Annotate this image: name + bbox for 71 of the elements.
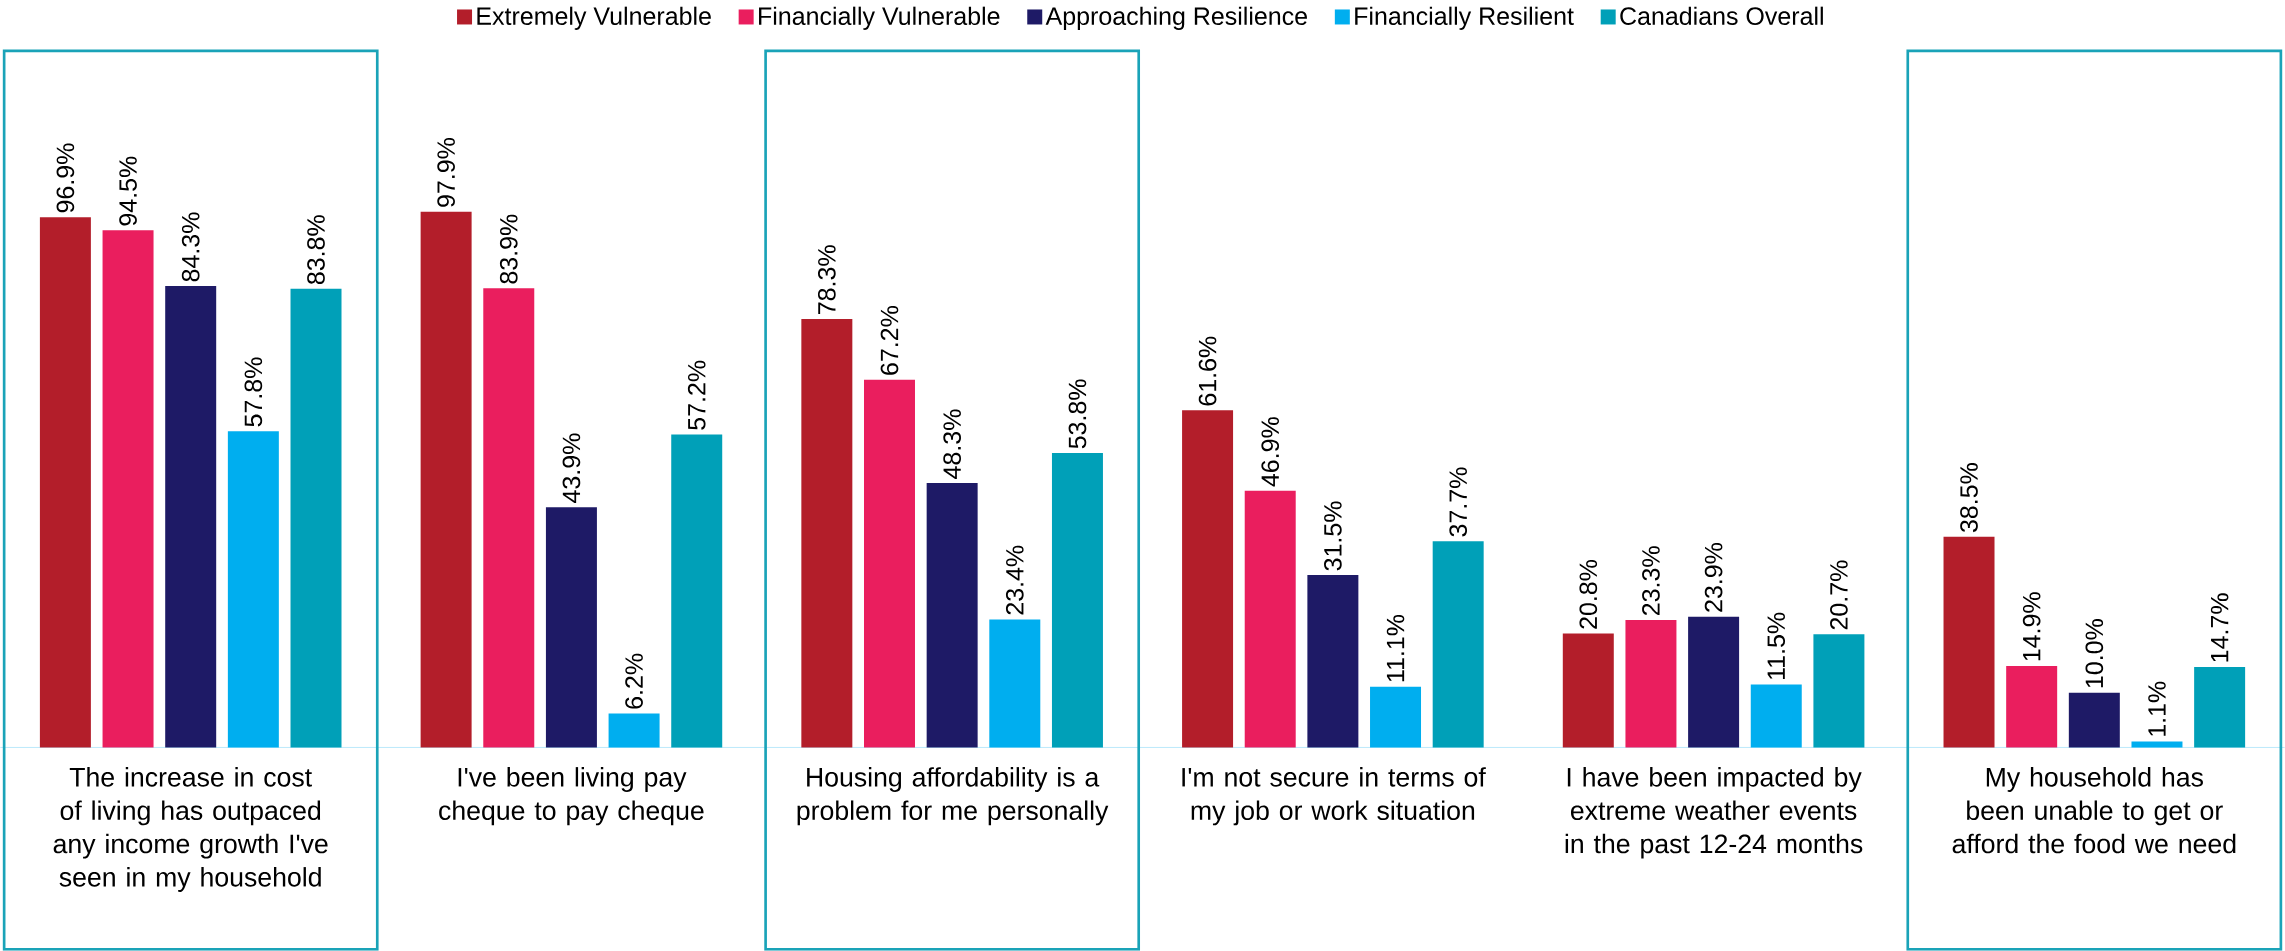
data-label: 38.5% bbox=[1960, 463, 1978, 533]
bar bbox=[671, 434, 723, 748]
bar bbox=[1307, 575, 1359, 748]
data-label: 83.8% bbox=[307, 215, 325, 285]
data-label: 94.5% bbox=[119, 156, 137, 226]
data-label: 48.3% bbox=[943, 409, 961, 479]
data-label: 31.5% bbox=[1324, 501, 1342, 571]
bar bbox=[989, 619, 1041, 748]
data-label: 20.8% bbox=[1579, 560, 1598, 629]
data-label: 43.9% bbox=[562, 433, 581, 504]
x-tick-label: I've been living pay cheque to pay cheque bbox=[439, 767, 704, 826]
bar bbox=[420, 211, 472, 748]
bar bbox=[2131, 741, 2183, 748]
data-label: 57.8% bbox=[244, 357, 263, 427]
data-label: 57.2% bbox=[687, 360, 706, 430]
data-label: 78.3% bbox=[817, 245, 836, 315]
x-tick-label: My household has been unable to get or afford the food we need bbox=[1952, 767, 2236, 854]
data-label: 11.5% bbox=[1767, 612, 1786, 680]
data-label: 6.2% bbox=[625, 653, 643, 709]
bar bbox=[165, 286, 217, 748]
x-tick-label: The increase in cost of living has outpaced any income growth I've seen in my household bbox=[53, 767, 328, 893]
data-label: 10.0% bbox=[2085, 619, 2104, 688]
legend-label: Extremely Vulnerable bbox=[477, 6, 711, 31]
x-tick-label: I'm not secure in terms of my job or work situation bbox=[1182, 767, 1486, 826]
bar bbox=[1943, 536, 1995, 748]
data-label: 1.1% bbox=[2148, 681, 2166, 736]
data-label: 37.7% bbox=[1449, 467, 1468, 537]
bar bbox=[227, 431, 279, 748]
bar bbox=[864, 379, 915, 748]
bar bbox=[801, 319, 853, 748]
legend-label: Financially Resilient bbox=[1355, 6, 1574, 31]
bar bbox=[1370, 686, 1422, 748]
bar bbox=[1432, 541, 1484, 748]
bar bbox=[1813, 634, 1865, 748]
data-label: 14.9% bbox=[2022, 592, 2041, 661]
bar bbox=[1688, 616, 1740, 748]
data-label: 83.9% bbox=[499, 214, 518, 284]
bar bbox=[290, 288, 342, 748]
legend-label: Approaching Resilience bbox=[1045, 6, 1307, 31]
data-label: 84.3% bbox=[181, 212, 200, 282]
bar bbox=[2068, 692, 2120, 748]
bar bbox=[1562, 633, 1614, 748]
data-label: 46.9% bbox=[1261, 417, 1280, 487]
data-label: 97.9% bbox=[437, 138, 455, 207]
data-label: 20.7% bbox=[1830, 560, 1848, 630]
bar bbox=[102, 230, 154, 748]
data-label: 53.8% bbox=[1068, 379, 1087, 449]
data-label: 23.9% bbox=[1704, 543, 1723, 612]
data-label: 67.2% bbox=[880, 306, 899, 375]
legend-label: Financially Vulnerable bbox=[759, 6, 1000, 31]
bar bbox=[1625, 620, 1677, 748]
bar bbox=[608, 713, 660, 748]
bar bbox=[1182, 410, 1234, 748]
bar bbox=[2194, 667, 2246, 748]
bar bbox=[39, 217, 91, 748]
data-label: 23.4% bbox=[1005, 545, 1024, 615]
data-label: 61.6% bbox=[1198, 336, 1217, 406]
x-tick-label: I have been impacted by extreme weather events in the past 12-24 months bbox=[1565, 767, 1863, 859]
legend-label: Canadians Overall bbox=[1620, 6, 1823, 26]
x-tick-label: Housing affordability is a problem for me personally bbox=[797, 767, 1109, 826]
bar bbox=[483, 288, 535, 748]
data-label: 96.9% bbox=[56, 143, 75, 213]
bar bbox=[1244, 490, 1296, 748]
bar bbox=[545, 507, 597, 748]
data-label: 14.7% bbox=[2210, 593, 2229, 662]
data-label: 23.3% bbox=[1642, 546, 1660, 616]
bar bbox=[1750, 684, 1802, 748]
data-label: 11.1% bbox=[1386, 615, 1405, 682]
bar bbox=[1051, 453, 1103, 748]
bar bbox=[2006, 666, 2058, 748]
bar bbox=[926, 483, 978, 748]
